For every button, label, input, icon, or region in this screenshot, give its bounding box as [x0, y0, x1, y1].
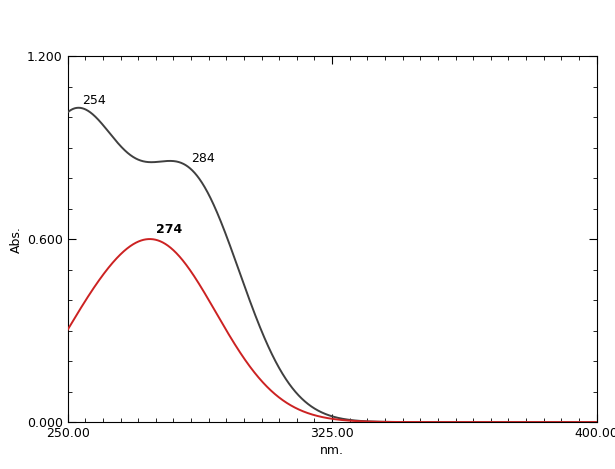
X-axis label: nm.: nm. — [320, 444, 344, 457]
Text: 254: 254 — [82, 94, 106, 106]
Text: 274: 274 — [156, 223, 182, 236]
Text: 284: 284 — [191, 152, 215, 165]
Y-axis label: Abs.: Abs. — [10, 226, 23, 253]
